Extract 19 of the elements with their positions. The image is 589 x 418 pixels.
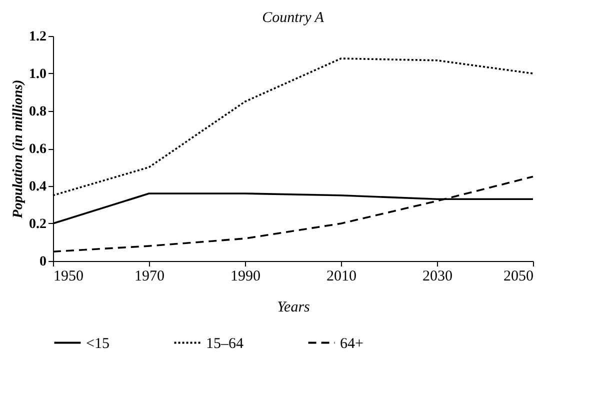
y-tick-label: 0.4 — [29, 180, 46, 194]
x-tick-label: 2010 — [326, 268, 356, 284]
legend-label: 64+ — [340, 336, 364, 352]
y-tick-label: 1.2 — [29, 30, 46, 44]
x-tick-label: 1970 — [134, 268, 164, 284]
y-tick-label: 0.8 — [29, 104, 46, 120]
chart-title: Country A — [262, 10, 325, 26]
x-axis-title: Years — [277, 300, 310, 316]
x-tick-label: 2050 — [504, 268, 534, 284]
y-tick-label: 1.0 — [29, 67, 46, 82]
y-axis-title: Population (in millions) — [11, 80, 26, 218]
legend-label: 15–64 — [206, 336, 244, 352]
x-tick-label: 2030 — [422, 268, 452, 284]
y-tick-label: 0.6 — [29, 142, 46, 157]
x-tick-label: 1950 — [54, 268, 84, 284]
y-tick-label: 0.2 — [29, 217, 46, 232]
legend-label: <15 — [86, 336, 110, 352]
y-tick-label: 0 — [40, 254, 46, 270]
x-tick-label: 1990 — [230, 268, 260, 284]
